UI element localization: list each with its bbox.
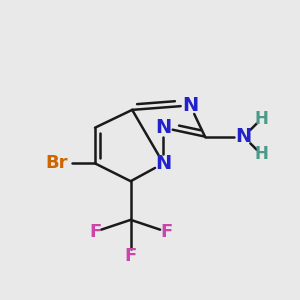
Text: F: F	[124, 247, 137, 265]
Text: N: N	[236, 127, 252, 146]
Text: H: H	[254, 146, 268, 164]
Text: F: F	[89, 223, 101, 241]
Text: N: N	[155, 154, 172, 173]
Text: N: N	[182, 96, 198, 115]
Text: F: F	[160, 223, 172, 241]
Text: N: N	[155, 118, 172, 137]
Text: H: H	[254, 110, 268, 128]
Text: Br: Br	[45, 154, 68, 172]
